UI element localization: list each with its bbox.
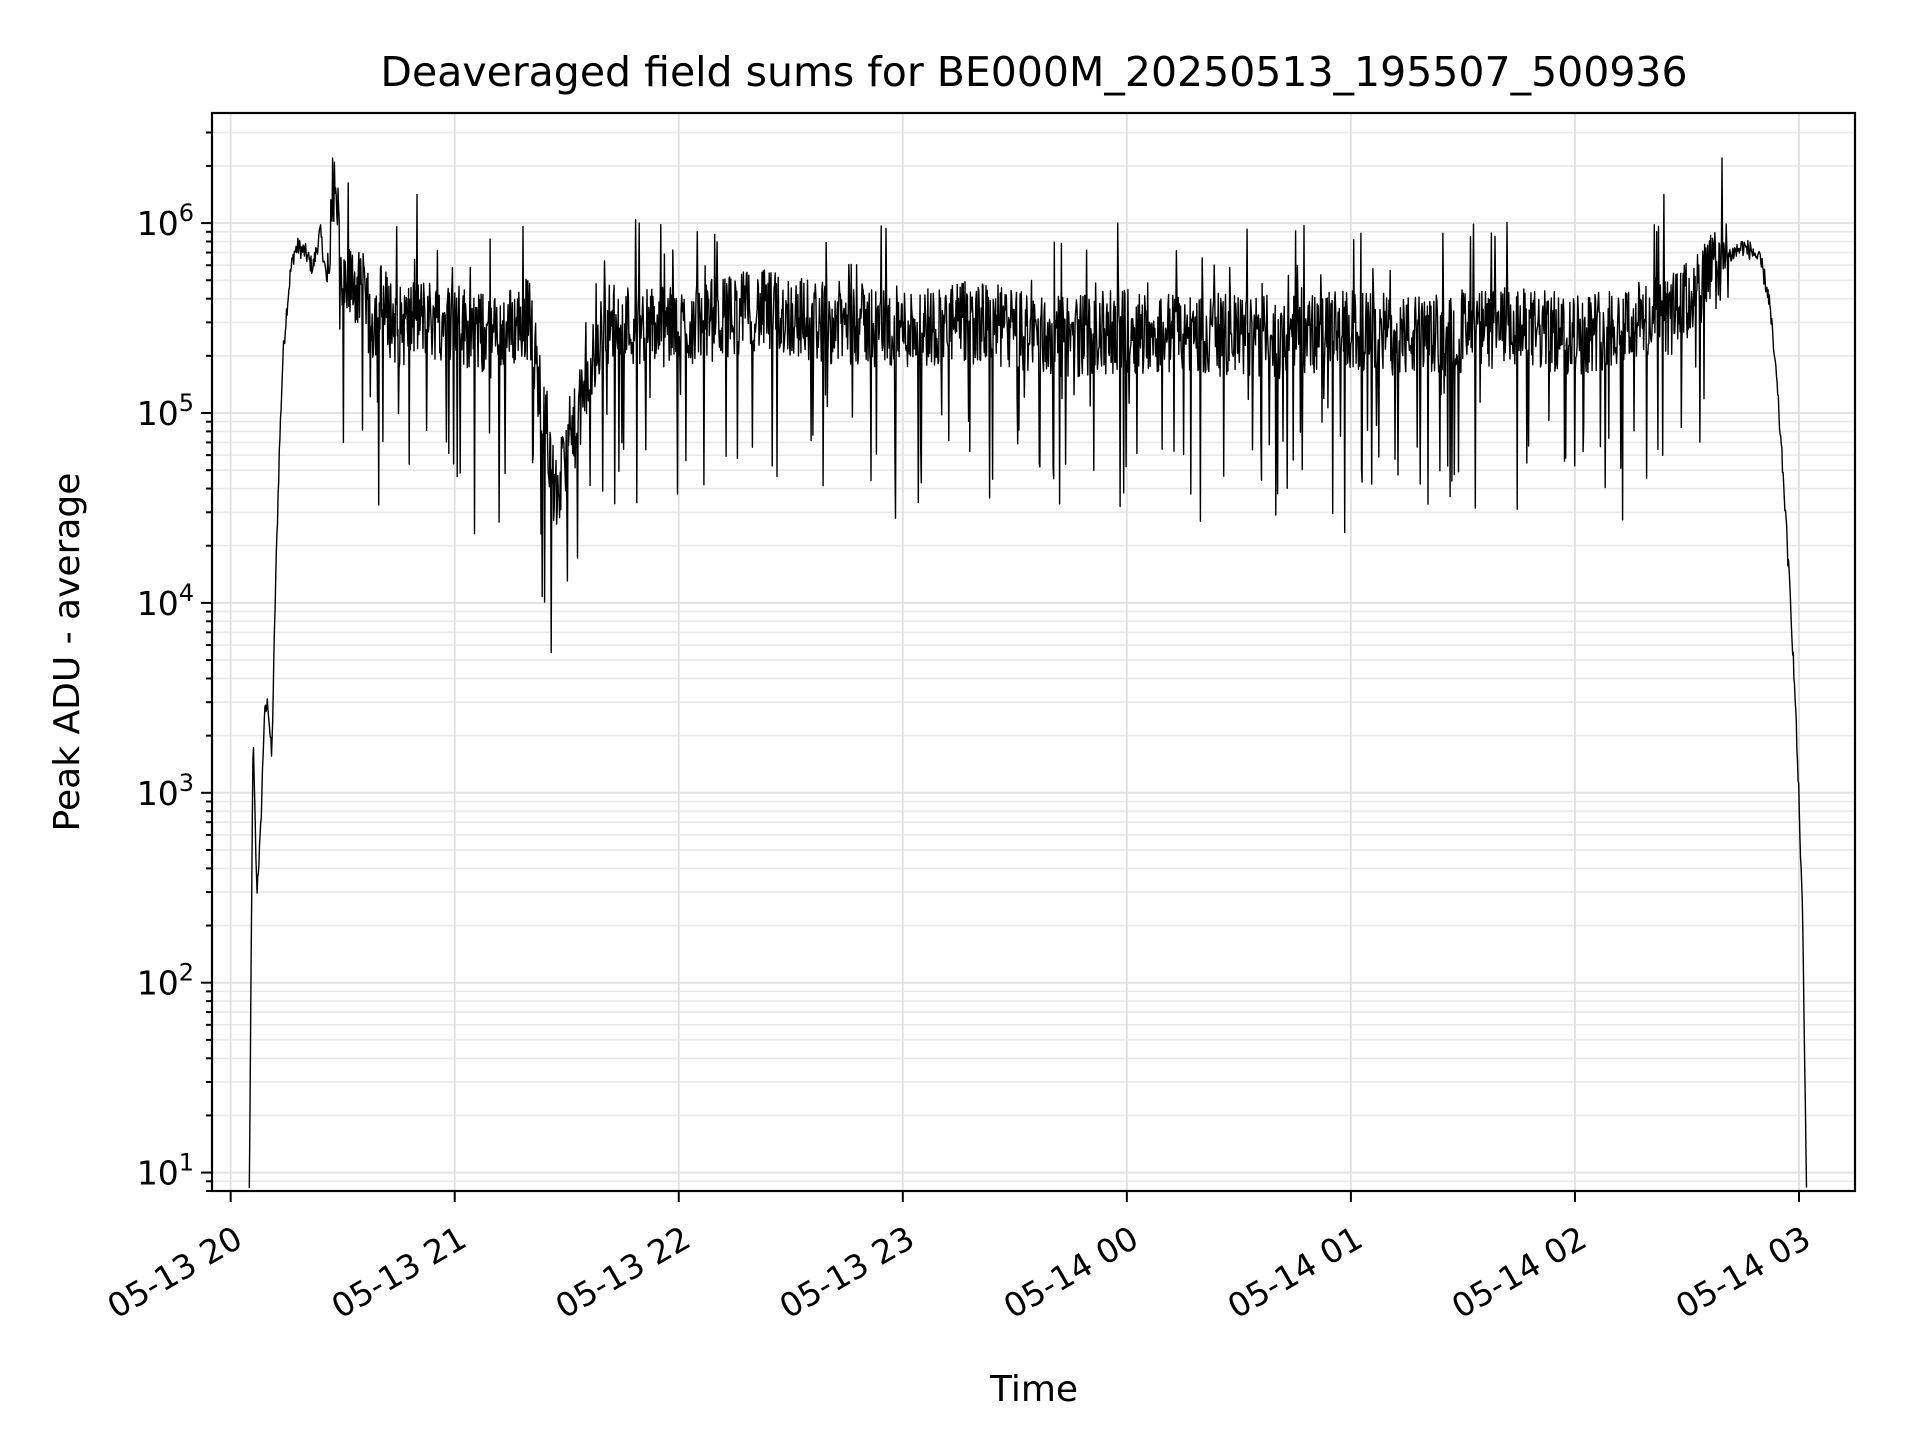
series-line [248, 157, 1808, 1189]
x-tick-label: 05-14 00 [997, 1218, 1145, 1326]
x-axis: 05-13 20 05-13 21 05-13 22 05-13 23 05-14 00… [101, 1191, 1817, 1326]
y-tick-label: 103 [137, 769, 194, 813]
y-axis-label: Peak ADU - average [47, 473, 88, 832]
x-tick-label: 05-13 22 [549, 1218, 697, 1326]
grid [212, 113, 1855, 1192]
x-axis-label: Time [989, 1369, 1078, 1410]
y-tick-label: 104 [137, 579, 194, 623]
y-tick-label: 105 [137, 389, 194, 433]
x-tick-label: 05-14 01 [1221, 1218, 1369, 1326]
x-tick-label: 05-13 23 [773, 1218, 921, 1326]
x-tick-label: 05-13 21 [325, 1218, 473, 1326]
y-tick-label: 102 [137, 959, 194, 1003]
x-tick-label: 05-14 02 [1445, 1218, 1593, 1326]
series-layer [248, 157, 1808, 1189]
chart-title: Deaveraged field sums for BE000M_2025051… [380, 48, 1687, 96]
x-tick-label: 05-13 20 [101, 1218, 249, 1326]
y-tick-label: 101 [137, 1149, 194, 1193]
plot-frame [210, 111, 1857, 1193]
y-tick-label: 106 [137, 199, 194, 243]
y-axis: 101 102 103 104 105 106 [137, 131, 212, 1193]
x-tick-label: 05-14 03 [1669, 1218, 1817, 1326]
